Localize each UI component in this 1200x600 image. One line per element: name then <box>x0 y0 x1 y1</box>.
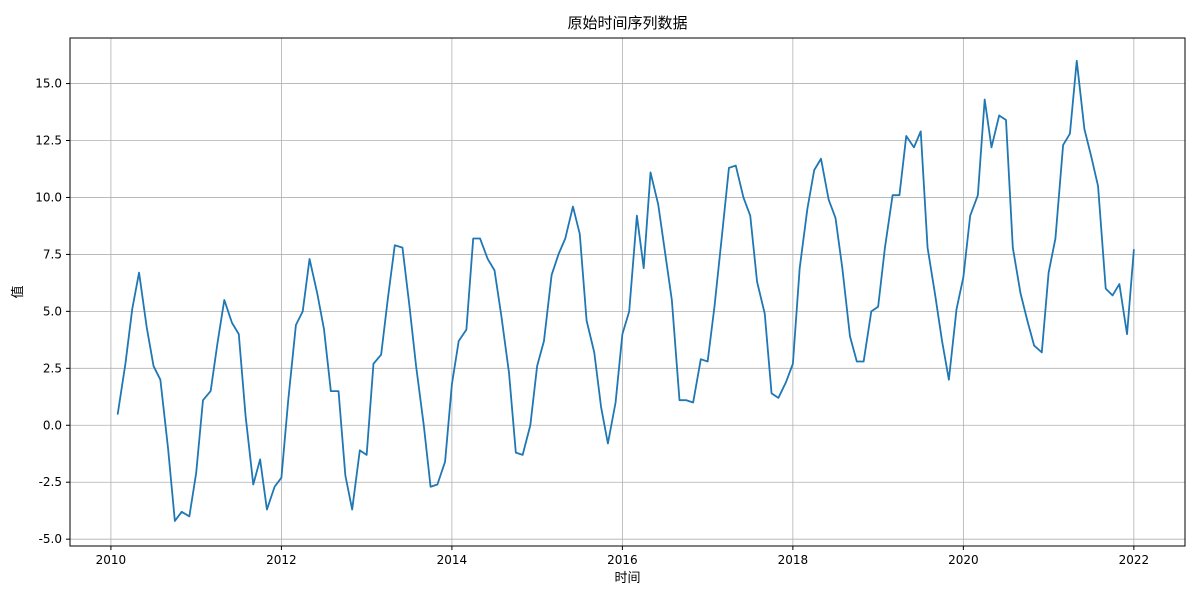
y-tick-label: 10.0 <box>35 190 62 204</box>
y-tick-label: 0.0 <box>43 418 62 432</box>
y-axis-ticks: -5.0 -2.5 0.0 2.5 5.0 7.5 10.0 12.5 15.0 <box>35 77 70 546</box>
x-tick-label: 2010 <box>96 553 127 567</box>
series-line <box>116 59 1135 522</box>
y-tick-label: 5.0 <box>43 304 62 318</box>
x-axis-ticks: 2010 2012 2014 2016 2018 2020 2022 <box>96 546 1149 567</box>
y-axis-label: 值 <box>10 285 26 298</box>
x-tick-label: 2016 <box>607 553 638 567</box>
grid-lines <box>70 38 1185 546</box>
plot-frame <box>69 37 1186 547</box>
y-tick-label: -2.5 <box>39 475 62 489</box>
x-axis-label: 时间 <box>614 571 640 586</box>
chart-title: 原始时间序列数据 <box>567 14 687 32</box>
x-tick-label: 2018 <box>778 553 809 567</box>
y-tick-label: 2.5 <box>43 361 62 375</box>
y-tick-label: -5.0 <box>39 532 62 546</box>
x-tick-label: 2012 <box>266 553 297 567</box>
x-tick-label: 2014 <box>437 553 468 567</box>
y-tick-label: 7.5 <box>43 247 62 261</box>
x-tick-label: 2020 <box>948 553 979 567</box>
y-tick-label: 12.5 <box>35 134 62 148</box>
x-tick-label: 2022 <box>1119 553 1150 567</box>
y-tick-label: 15.0 <box>35 77 62 91</box>
